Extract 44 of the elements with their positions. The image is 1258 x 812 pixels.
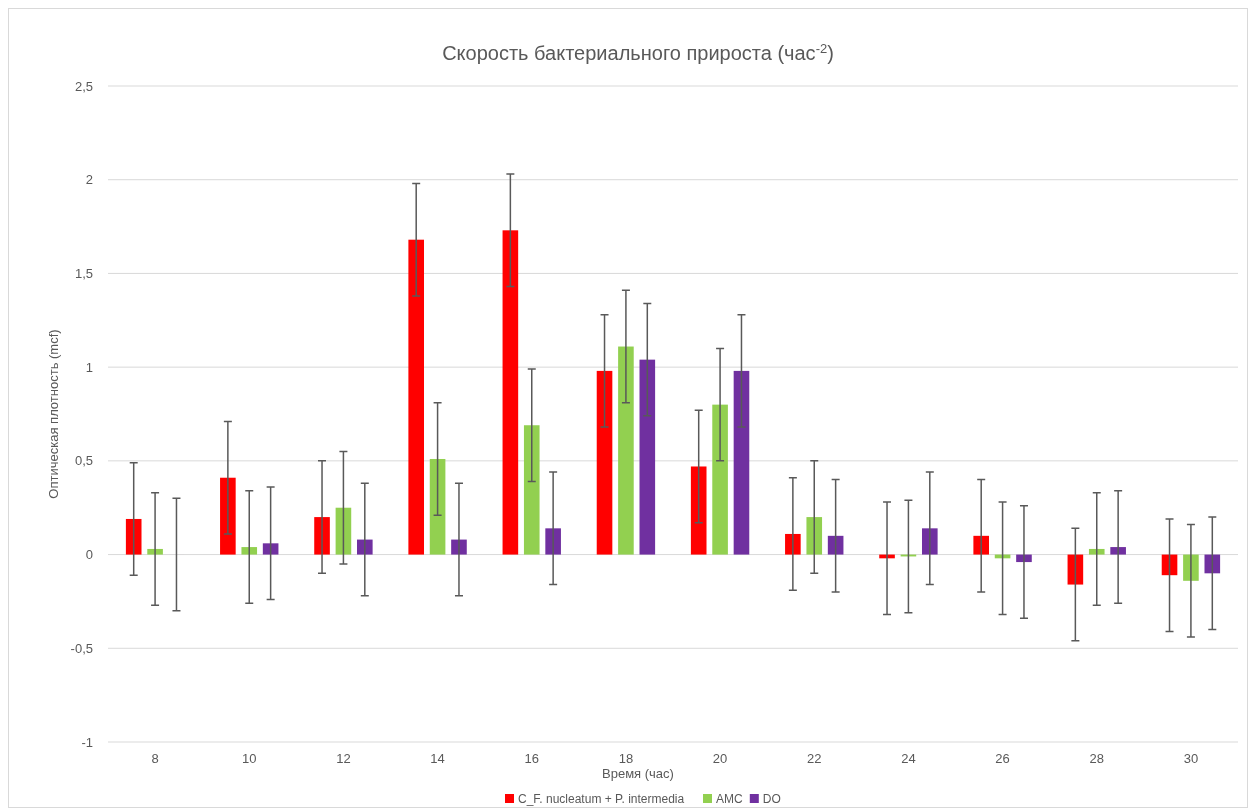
y-tick-label: 1,5 <box>74 265 93 281</box>
bar <box>429 458 446 555</box>
x-tick-label: 26 <box>995 750 1010 766</box>
x-tick-label: 14 <box>430 750 445 766</box>
chart-title: Скорость бактериального прироста (час$^{-2}$) <box>442 40 834 64</box>
bar <box>502 230 519 555</box>
bar <box>1067 554 1084 585</box>
y-tick-label: 0 <box>85 547 93 563</box>
bar <box>596 370 613 555</box>
x-tick-label: 8 <box>151 750 159 766</box>
x-tick-label: 24 <box>901 750 916 766</box>
x-tick-label: 22 <box>807 750 822 766</box>
y-tick-label: 1 <box>85 359 93 375</box>
x-tick-label: 10 <box>242 750 257 766</box>
x-axis-title: Время (час) <box>602 766 674 781</box>
bar <box>690 466 707 555</box>
bar <box>125 518 142 555</box>
bar <box>241 547 258 555</box>
bar <box>1204 554 1221 574</box>
bar <box>262 543 279 555</box>
x-tick-label: 18 <box>618 750 634 766</box>
y-tick-label: 0,5 <box>74 453 93 469</box>
x-tick-label: 20 <box>712 750 728 766</box>
y-tick-label: 2 <box>85 172 93 188</box>
bar <box>639 359 656 555</box>
x-tick-label: 12 <box>336 750 351 766</box>
y-tick-label: -0,5 <box>70 640 93 656</box>
y-axis-title: Оптическая плотность (mcf) <box>46 329 61 499</box>
y-tick-label: 2,5 <box>74 78 93 94</box>
x-tick-label: 30 <box>1183 750 1199 766</box>
x-tick-label: 16 <box>524 750 539 766</box>
y-tick-label: -1 <box>81 734 93 750</box>
bar <box>618 346 634 555</box>
legend-label: AMC <box>716 792 743 806</box>
bar <box>827 535 844 555</box>
bar <box>335 507 352 555</box>
x-tick-label: 28 <box>1089 750 1104 766</box>
bar <box>806 517 823 555</box>
bar <box>408 239 424 555</box>
legend-label: C_F. nucleatum + P. intermedia <box>518 792 685 806</box>
bar <box>733 370 750 555</box>
bar <box>523 425 540 555</box>
legend-label: DO <box>762 792 781 806</box>
bar <box>712 404 728 555</box>
